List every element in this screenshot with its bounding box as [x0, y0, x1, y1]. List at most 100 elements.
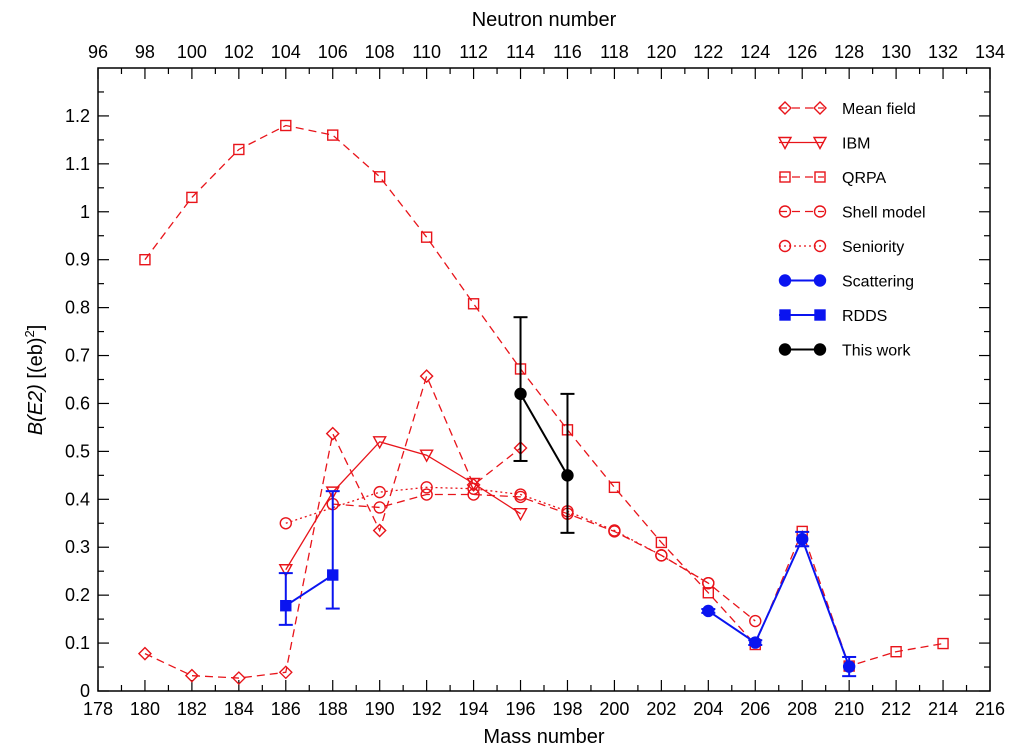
- x2-tick-label: 118: [600, 42, 629, 62]
- series-line: [144, 374, 521, 679]
- data-point: [514, 488, 527, 501]
- legend-entry: Mean field: [778, 101, 916, 118]
- series-line: [332, 493, 756, 622]
- legend-label: Seniority: [842, 239, 904, 256]
- y-tick-label: 0.1: [65, 633, 90, 653]
- x-tick-label: 200: [599, 699, 629, 719]
- x2-tick-label: 112: [459, 42, 488, 62]
- data-point: [231, 671, 246, 686]
- data-point: [278, 665, 293, 680]
- series-line: [285, 486, 709, 584]
- x2-tick-label: 102: [224, 42, 254, 62]
- data-point: [184, 668, 199, 683]
- data-point: [325, 486, 340, 500]
- x2-tick-label: 126: [787, 42, 817, 62]
- y-axis-title-sup: 2: [22, 330, 37, 337]
- x-axis-title: Mass number: [483, 726, 604, 748]
- x2-tick-label: 130: [881, 42, 911, 62]
- y-axis-title-main: B(E2): [25, 384, 47, 435]
- legend-label: QRPA: [842, 170, 886, 187]
- x2-tick-label: 134: [975, 42, 1005, 62]
- data-point: [186, 191, 198, 204]
- series-line: [144, 124, 944, 667]
- data-point: [278, 564, 293, 578]
- data-point: [420, 231, 433, 243]
- x2-tick-label: 124: [740, 42, 770, 62]
- legend-entry: Seniority: [778, 239, 904, 256]
- x-tick-label: 186: [271, 699, 301, 719]
- data-point: [702, 587, 715, 599]
- data-point: [813, 101, 827, 115]
- y-tick-label: 0.8: [65, 298, 90, 318]
- legend-label: This work: [842, 343, 911, 360]
- data-point: [608, 524, 621, 537]
- data-point: [655, 549, 668, 562]
- x2-tick-label: 96: [88, 42, 108, 62]
- x2-tick-label: 114: [506, 42, 535, 62]
- data-point: [327, 569, 339, 581]
- x-tick-label: 202: [646, 699, 676, 719]
- x2-tick-label: 132: [928, 42, 958, 62]
- data-point: [813, 343, 827, 356]
- x2-tick-label: 100: [177, 42, 207, 62]
- data-point: [467, 488, 480, 501]
- series-scattering: [701, 530, 857, 678]
- data-point: [325, 426, 340, 441]
- data-point: [814, 309, 826, 321]
- data-point: [327, 129, 339, 141]
- x-tick-label: 180: [130, 699, 160, 719]
- series-ibm: [278, 436, 528, 578]
- data-point: [749, 636, 762, 649]
- data-point: [373, 485, 386, 499]
- data-point: [420, 488, 433, 501]
- y-axis-title-close: ]: [25, 325, 47, 331]
- x2-tick-label: 122: [693, 42, 723, 62]
- data-point: [419, 369, 434, 384]
- x2-tick-label: 116: [553, 42, 582, 62]
- legend-entry: Scattering: [778, 274, 914, 291]
- y-tick-label: 1.2: [65, 106, 90, 126]
- legend-label: IBM: [842, 136, 870, 153]
- data-point: [842, 660, 856, 673]
- y-axis-title-unit: [(eb): [25, 337, 47, 384]
- x-tick-label: 194: [459, 699, 489, 719]
- x-tick-label: 210: [834, 699, 864, 719]
- series-line: [285, 574, 334, 607]
- x-tick-label: 184: [224, 699, 254, 719]
- series-seniority: [279, 481, 715, 590]
- data-point: [279, 517, 292, 530]
- x-tick-label: 182: [177, 699, 207, 719]
- data-point: [373, 171, 386, 183]
- series-layer: [137, 119, 949, 686]
- legend-entry: RDDS: [779, 308, 887, 325]
- data-point: [778, 343, 792, 356]
- data-point: [467, 298, 480, 310]
- x-tick-label: 190: [365, 699, 395, 719]
- data-point: [233, 143, 245, 156]
- series-line: [285, 441, 521, 571]
- legend-label: Shell model: [842, 205, 926, 222]
- x-tick-label: 188: [318, 699, 348, 719]
- x2-tick-label: 106: [318, 42, 348, 62]
- y-tick-label: 0.3: [65, 537, 90, 557]
- data-point: [608, 481, 621, 494]
- legend-label: RDDS: [842, 308, 887, 325]
- y-tick-label: 1: [80, 202, 90, 222]
- data-point: [372, 523, 387, 538]
- x2-axis-title: Neutron number: [472, 9, 617, 31]
- data-point: [514, 387, 527, 401]
- data-point: [778, 274, 792, 287]
- plot-frame: [97, 67, 991, 692]
- data-point: [778, 239, 792, 253]
- data-point: [139, 253, 151, 266]
- y-tick-label: 0.5: [65, 441, 90, 461]
- data-point: [280, 599, 292, 612]
- x2-tick-label: 120: [646, 42, 676, 62]
- x-tick-label: 206: [740, 699, 770, 719]
- data-point: [813, 239, 827, 253]
- series-rdds: [278, 490, 340, 626]
- y-tick-label: 0: [80, 681, 90, 701]
- data-point: [280, 119, 292, 132]
- ticks-layer: 178 96 180 98 182 100 184 102 186 104 188 106 190 108…: [65, 42, 1005, 719]
